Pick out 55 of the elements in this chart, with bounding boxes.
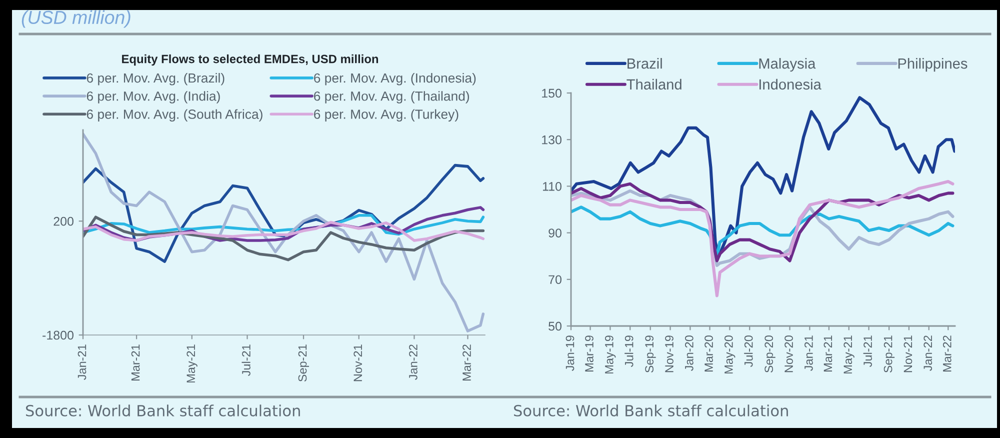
x-tick-label: Sep-21 (298, 344, 310, 382)
x-tick-label: Jan-20 (684, 335, 694, 371)
x-tick-label: Nov-19 (665, 336, 674, 372)
legend-label: Indonesia (759, 78, 822, 90)
legend-label: Malaysia (759, 58, 816, 72)
x-tick-label: Jan-21 (78, 344, 86, 380)
x-tick-label: Jan-19 (566, 336, 574, 371)
y-tick-label: 50 (548, 322, 562, 331)
x-tick-label: May-21 (844, 336, 854, 374)
x-tick-label: Nov-21 (354, 344, 362, 382)
x-tick-label: Nov-20 (784, 335, 793, 372)
legend-label: Thailand (626, 78, 682, 90)
y-tick-label: 110 (542, 182, 562, 191)
legend-label: 6 per. Mov. Avg. (South Africa) (86, 109, 262, 122)
x-tick-label: Nov-21 (904, 336, 912, 372)
x-tick-label: Jan-21 (804, 336, 813, 371)
legend-label: 6 per. Mov. Avg. (India) (86, 91, 220, 104)
x-tick-label: May-19 (604, 336, 616, 374)
source-note: Source: World Bank staff calculation (26, 404, 300, 416)
x-tick-label: Jul-21 (863, 336, 872, 367)
legend-label: Brazil (628, 58, 662, 69)
chart-subtitle: (USD million) (22, 10, 130, 28)
x-tick-label: Mar-22 (462, 344, 471, 380)
x-tick-label: Jan-22 (924, 336, 932, 371)
x-tick-label: Sep-19 (645, 336, 656, 373)
x-tick-label: Jan-22 (409, 344, 418, 380)
x-tick-label: Jul-20 (744, 335, 753, 367)
x-tick-label: May-20 (724, 335, 736, 374)
source-note: Source: World Bank staff calculation (514, 404, 788, 416)
line-series (83, 220, 485, 242)
legend-label: Philippines (898, 58, 968, 72)
x-tick-label: Mar-19 (585, 336, 594, 372)
y-tick-label: 150 (542, 88, 562, 98)
y-tick-label: 90 (548, 228, 562, 238)
x-tick-label: Sep-20 (764, 335, 776, 373)
legend-label: 6 per. Mov. Avg. (Turkey) (314, 109, 458, 122)
chart-title: Equity Flows to selected EMDEs, USD million (122, 54, 378, 66)
line-series (83, 216, 485, 262)
x-tick-label: May-21 (186, 344, 198, 382)
x-tick-label: Mar-22 (942, 336, 952, 372)
x-tick-label: Mar-21 (131, 344, 140, 380)
line-series (83, 132, 485, 332)
legend-label: 6 per. Mov. Avg. (Thailand) (314, 91, 470, 104)
legend-label: 6 per. Mov. Avg. (Brazil) (86, 73, 224, 86)
legend-label: 6 per. Mov. Avg. (Indonesia) (314, 73, 476, 86)
y-tick-label: 130 (542, 135, 562, 144)
y-tick-label: 70 (548, 275, 562, 284)
y-tick-label: -1800 (42, 330, 74, 340)
y-tick-label: 200 (54, 216, 74, 226)
x-tick-label: Jul-21 (242, 344, 250, 376)
x-tick-label: Jul-19 (624, 336, 634, 367)
x-tick-label: Mar-20 (704, 335, 713, 372)
x-tick-label: Mar-21 (824, 336, 832, 372)
x-tick-label: Sep-21 (884, 336, 895, 373)
line-series (571, 180, 954, 298)
